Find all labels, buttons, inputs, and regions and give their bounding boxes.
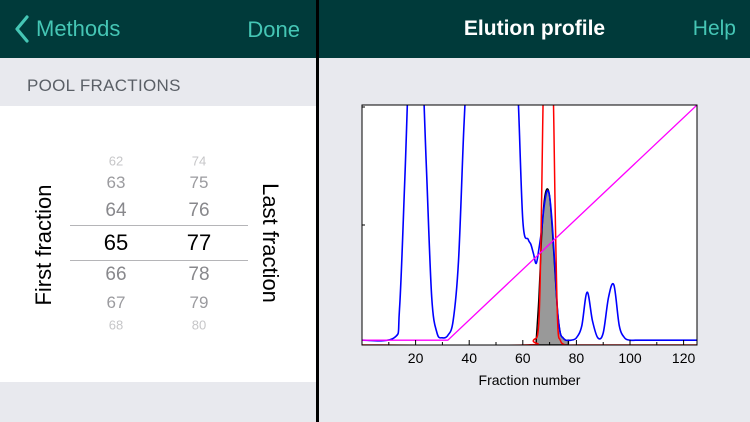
left-navigation-bar: Methods Done: [0, 0, 316, 58]
done-button[interactable]: Done: [247, 17, 300, 42]
right-panel: 20 40 60 80 100 120 Fraction number Elution pr…: [319, 0, 750, 422]
gradient-line: [362, 105, 697, 341]
x-tick-label: 60: [515, 350, 531, 366]
elution-profile-chart: 20 40 60 80 100 120 Fraction number: [361, 104, 698, 388]
picker-selection-line-bottom: [70, 260, 248, 261]
x-tick-label: 100: [618, 350, 642, 366]
picker-value[interactable]: 64: [105, 200, 127, 221]
x-tick-label: 40: [461, 350, 477, 366]
elution-chart-area: 20 40 60 80 100 120 Fraction number: [319, 0, 750, 422]
picker-value[interactable]: 74: [191, 154, 207, 169]
picker-value[interactable]: 79: [189, 293, 209, 312]
picker-selected-value[interactable]: 65: [103, 230, 129, 255]
x-tick-label: 20: [408, 350, 424, 366]
page-title: Elution profile: [463, 17, 606, 40]
help-button[interactable]: Help: [692, 17, 736, 40]
picker-value[interactable]: 75: [189, 173, 209, 192]
back-button[interactable]: Methods: [14, 14, 120, 44]
picker-value[interactable]: 62: [108, 154, 124, 169]
picker-value[interactable]: 68: [108, 317, 124, 331]
back-label: Methods: [36, 16, 121, 41]
picker-selected-value[interactable]: 77: [186, 230, 212, 255]
picker-value[interactable]: 66: [105, 264, 127, 285]
right-navigation-bar: Elution profile Help: [319, 0, 750, 58]
last-fraction-wheel[interactable]: 74 75 76 77 78 79 80: [169, 154, 229, 330]
picker-value[interactable]: 67: [106, 293, 126, 312]
absorbance-trace: [362, 105, 697, 342]
left-panel: Methods Done POOL FRACTIONS First fracti…: [0, 0, 316, 422]
x-tick-label: 120: [672, 350, 696, 366]
plot-background: [362, 105, 697, 345]
selected-protein-trace: [362, 105, 697, 345]
picker-value[interactable]: 63: [106, 173, 126, 192]
first-fraction-wheel[interactable]: 62 63 64 65 66 67 68: [86, 154, 146, 330]
picker-value[interactable]: 78: [188, 264, 210, 285]
x-axis-label: Fraction number: [479, 372, 581, 388]
chevron-left-icon: [15, 15, 29, 43]
first-fraction-label: First fraction: [31, 184, 56, 306]
picker-value[interactable]: 80: [191, 317, 207, 331]
picker-selection-line-top: [70, 225, 248, 226]
pool-fractions-picker-card: [0, 106, 316, 382]
x-tick-label: 80: [569, 350, 585, 366]
section-title: POOL FRACTIONS: [27, 76, 181, 95]
picker-value[interactable]: 76: [188, 200, 210, 221]
last-fraction-label: Last fraction: [258, 183, 283, 303]
